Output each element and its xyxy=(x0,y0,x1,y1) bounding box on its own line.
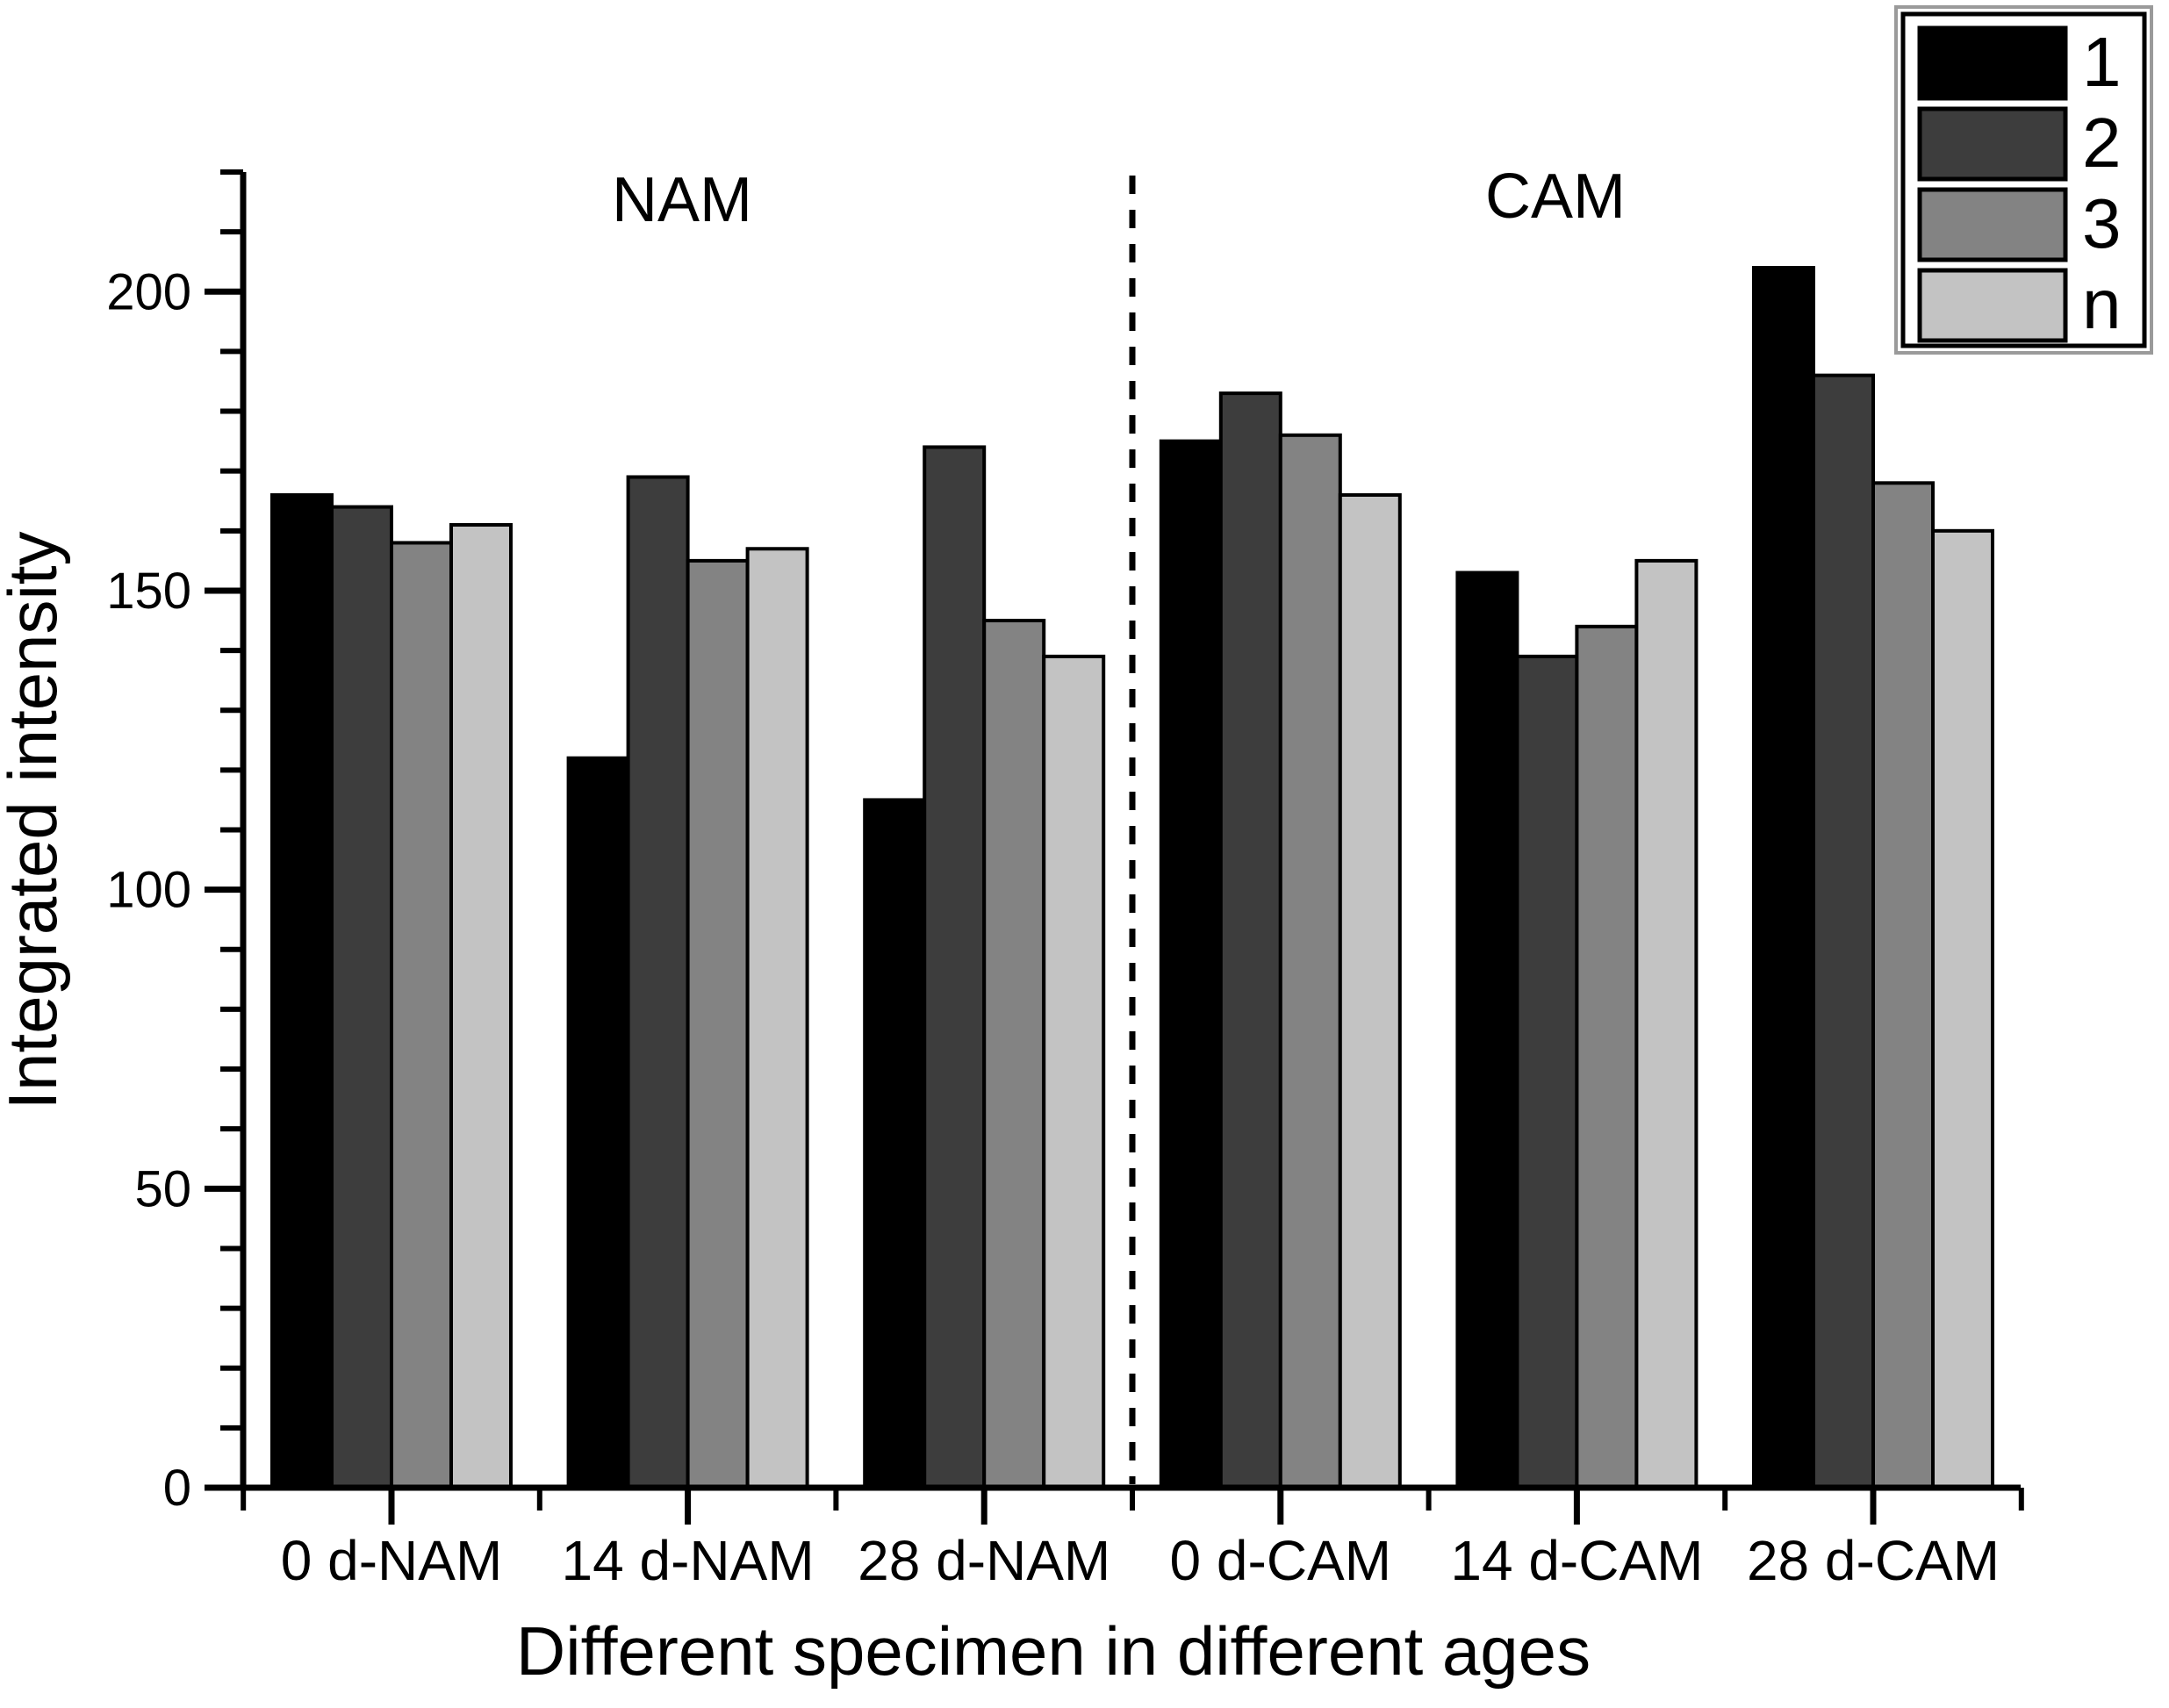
x-tick-label: 0 d-CAM xyxy=(1170,1529,1392,1592)
x-tick-label: 28 d-CAM xyxy=(1747,1529,2000,1592)
bar-14 d-CAM-series-1 xyxy=(1455,571,1519,1489)
bar-0 d-CAM-series-1 xyxy=(1159,439,1223,1489)
bar-14 d-NAM-series-2 xyxy=(626,475,690,1489)
legend-swatch-3 xyxy=(1917,187,2068,262)
bar-0 d-NAM-series-1 xyxy=(270,492,334,1489)
region-label-cam: CAM xyxy=(1485,161,1626,232)
legend-label: n xyxy=(2082,265,2122,343)
legend-swatch-2 xyxy=(1917,106,2068,182)
bar-0 d-CAM-series-n xyxy=(1338,492,1402,1489)
bars-layer xyxy=(270,266,1994,1490)
bar-28 d-CAM-series-1 xyxy=(1752,266,1815,1489)
bar-0 d-CAM-series-2 xyxy=(1218,391,1282,1490)
legend-swatch-n xyxy=(1917,268,2068,343)
x-tick-label: 0 d-NAM xyxy=(281,1529,503,1592)
legend-swatch-1 xyxy=(1917,25,2068,101)
x-axis-title: Different specimen in different ages xyxy=(516,1612,1591,1690)
bar-28 d-CAM-series-2 xyxy=(1812,373,1875,1489)
x-tick-label: 14 d-NAM xyxy=(562,1529,815,1592)
bar-28 d-NAM-series-3 xyxy=(982,619,1046,1489)
bar-28 d-NAM-series-2 xyxy=(923,445,987,1490)
y-axis-title: Integrated intensity xyxy=(0,531,71,1109)
y-tick-label: 150 xyxy=(106,563,191,620)
bar-28 d-CAM-series-3 xyxy=(1871,481,1935,1489)
bar-14 d-CAM-series-3 xyxy=(1575,624,1639,1489)
bar-14 d-CAM-series-2 xyxy=(1515,654,1579,1489)
legend-label: 1 xyxy=(2082,23,2122,101)
bar-28 d-NAM-series-1 xyxy=(863,798,927,1489)
bar-14 d-NAM-series-3 xyxy=(686,558,750,1489)
bar-0 d-CAM-series-3 xyxy=(1278,433,1342,1489)
y-tick-label: 100 xyxy=(106,862,191,919)
x-tick-label: 28 d-NAM xyxy=(858,1529,1110,1592)
axes-layer: 0 50 100 150 200 0 d-NAM 14 d-NAM 28 d-NAM 0 d-C… xyxy=(106,169,2024,1592)
y-tick-label: 0 xyxy=(163,1460,191,1517)
legend-item: n xyxy=(1917,265,2122,343)
legend-item: 1 xyxy=(1917,23,2122,101)
bar-28 d-CAM-series-n xyxy=(1931,528,1994,1489)
bar-28 d-NAM-series-n xyxy=(1042,654,1106,1489)
legend-label: 2 xyxy=(2082,104,2122,182)
bar-14 d-CAM-series-n xyxy=(1634,558,1699,1489)
legend-item: 2 xyxy=(1917,104,2122,182)
bar-0 d-NAM-series-n xyxy=(449,523,513,1489)
region-label-nam: NAM xyxy=(612,165,752,235)
bar-14 d-NAM-series-1 xyxy=(566,756,630,1489)
bar-14 d-NAM-series-n xyxy=(745,547,809,1490)
legend-item: 3 xyxy=(1917,184,2122,262)
bar-0 d-NAM-series-2 xyxy=(330,505,393,1490)
x-tick-label: 14 d-CAM xyxy=(1450,1529,1703,1592)
y-tick-label: 200 xyxy=(106,263,191,320)
y-tick-label: 50 xyxy=(134,1160,191,1217)
legend-label: 3 xyxy=(2082,184,2122,262)
bar-0 d-NAM-series-3 xyxy=(390,541,453,1489)
legend-shadow-frame xyxy=(1894,5,2153,355)
